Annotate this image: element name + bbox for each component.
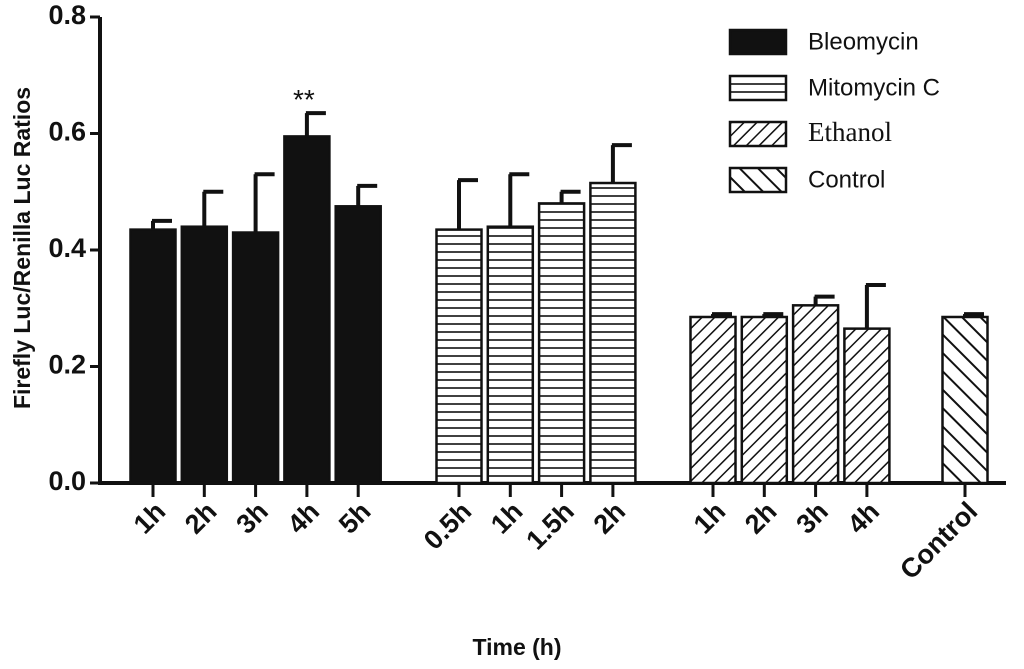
bar-bleomycin-2h <box>180 225 229 485</box>
annotations: ** <box>293 84 315 115</box>
legend-label-mitomycin-c: Mitomycin C <box>808 74 940 101</box>
legend: Bleomycin Mitomycin C Ethanol Control <box>728 28 940 194</box>
bar-mitomycin-c-1.5h <box>537 202 586 485</box>
x-tick-label: 0.5h <box>418 496 477 555</box>
bar-mitomycin-c-0.5h <box>435 228 483 485</box>
bar-ethanol-4h <box>843 327 891 485</box>
bar-ethanol-3h <box>791 304 840 485</box>
bar-ethanol-1h <box>689 315 737 485</box>
x-tick-label: 1.5h <box>520 496 579 555</box>
bar-control-control <box>941 315 989 485</box>
legend-swatch-ethanol <box>728 120 788 148</box>
legend-swatch-control <box>728 166 788 194</box>
y-tick-label: 0.8 <box>48 0 86 30</box>
y-tick-label: 0.6 <box>48 117 86 147</box>
x-tick-label: 4h <box>842 496 885 539</box>
x-tick-label: Control <box>894 496 983 585</box>
bar-mitomycin-c-2h <box>589 181 637 485</box>
x-tick-label: 4h <box>282 496 325 539</box>
legend-label-ethanol: Ethanol <box>808 117 892 147</box>
x-tick-label: 1h <box>128 496 171 539</box>
bar-bleomycin-5h <box>334 205 382 485</box>
significance-annotation: ** <box>293 84 315 115</box>
bars <box>129 111 989 485</box>
bar-bleomycin-4h <box>283 135 331 485</box>
x-axis-title: Time (h) <box>472 634 561 660</box>
x-ticks: 1h 2h 3h 4h 5h 0.5h 1h1.5h 2h 1h 2h 3h 4h Control <box>128 484 983 585</box>
legend-swatch-bleomycin <box>728 28 788 56</box>
legend-swatch-mitomycin-c <box>728 74 788 102</box>
x-tick-label: 1h <box>688 496 731 539</box>
legend-label-bleomycin: Bleomycin <box>808 28 919 55</box>
bar-ethanol-2h <box>740 315 789 485</box>
x-tick-label: 2h <box>179 496 222 539</box>
bar-mitomycin-c-1h <box>486 225 535 485</box>
y-tick-label: 0.2 <box>48 350 86 380</box>
bar-bleomycin-1h <box>129 228 177 485</box>
y-axis-title: Firefly Luc/Renilla Luc Ratios <box>9 87 35 409</box>
x-tick-label: 2h <box>588 496 631 539</box>
x-tick-label: 3h <box>230 496 273 539</box>
x-tick-label: 2h <box>739 496 782 539</box>
x-tick-label: 5h <box>333 496 376 539</box>
legend-label-control: Control <box>808 166 885 193</box>
bar-bleomycin-3h <box>231 231 280 485</box>
y-tick-label: 0.4 <box>48 233 86 263</box>
x-tick-label: 3h <box>790 496 833 539</box>
y-ticks: 0.0 0.2 0.4 0.6 0.8 <box>48 0 100 496</box>
y-tick-label: 0.0 <box>48 466 86 496</box>
